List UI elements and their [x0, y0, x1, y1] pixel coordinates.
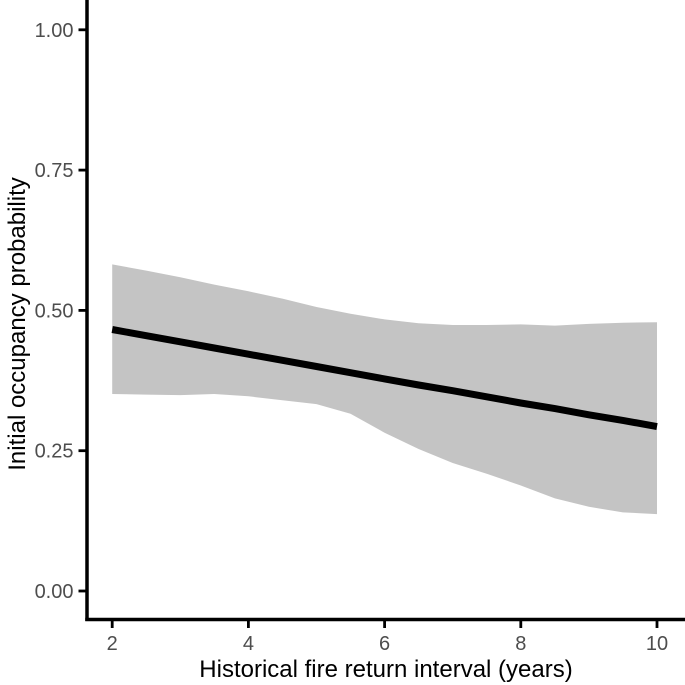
y-tick-label: 0.75	[35, 160, 74, 182]
x-axis-title: Historical fire return interval (years)	[199, 656, 572, 683]
y-tick-label: 0.00	[35, 581, 74, 603]
x-tick-label: 10	[646, 633, 668, 655]
x-tick-label: 6	[379, 633, 390, 655]
y-tick-label: 0.50	[35, 300, 74, 322]
x-axis-ticks: 2 4 6 8 10	[107, 619, 668, 655]
x-tick-label: 4	[243, 633, 254, 655]
fitted-line	[111, 326, 658, 431]
x-tick-label: 8	[515, 633, 526, 655]
confidence-ribbon	[112, 264, 657, 515]
y-axis-ticks: 0.00 0.25 0.50 0.75 1.00	[35, 20, 87, 603]
y-tick-label: 1.00	[35, 20, 74, 42]
y-axis-title: Initial occupancy probability	[4, 177, 31, 471]
y-tick-label: 0.25	[35, 441, 74, 463]
x-tick-label: 2	[107, 633, 118, 655]
